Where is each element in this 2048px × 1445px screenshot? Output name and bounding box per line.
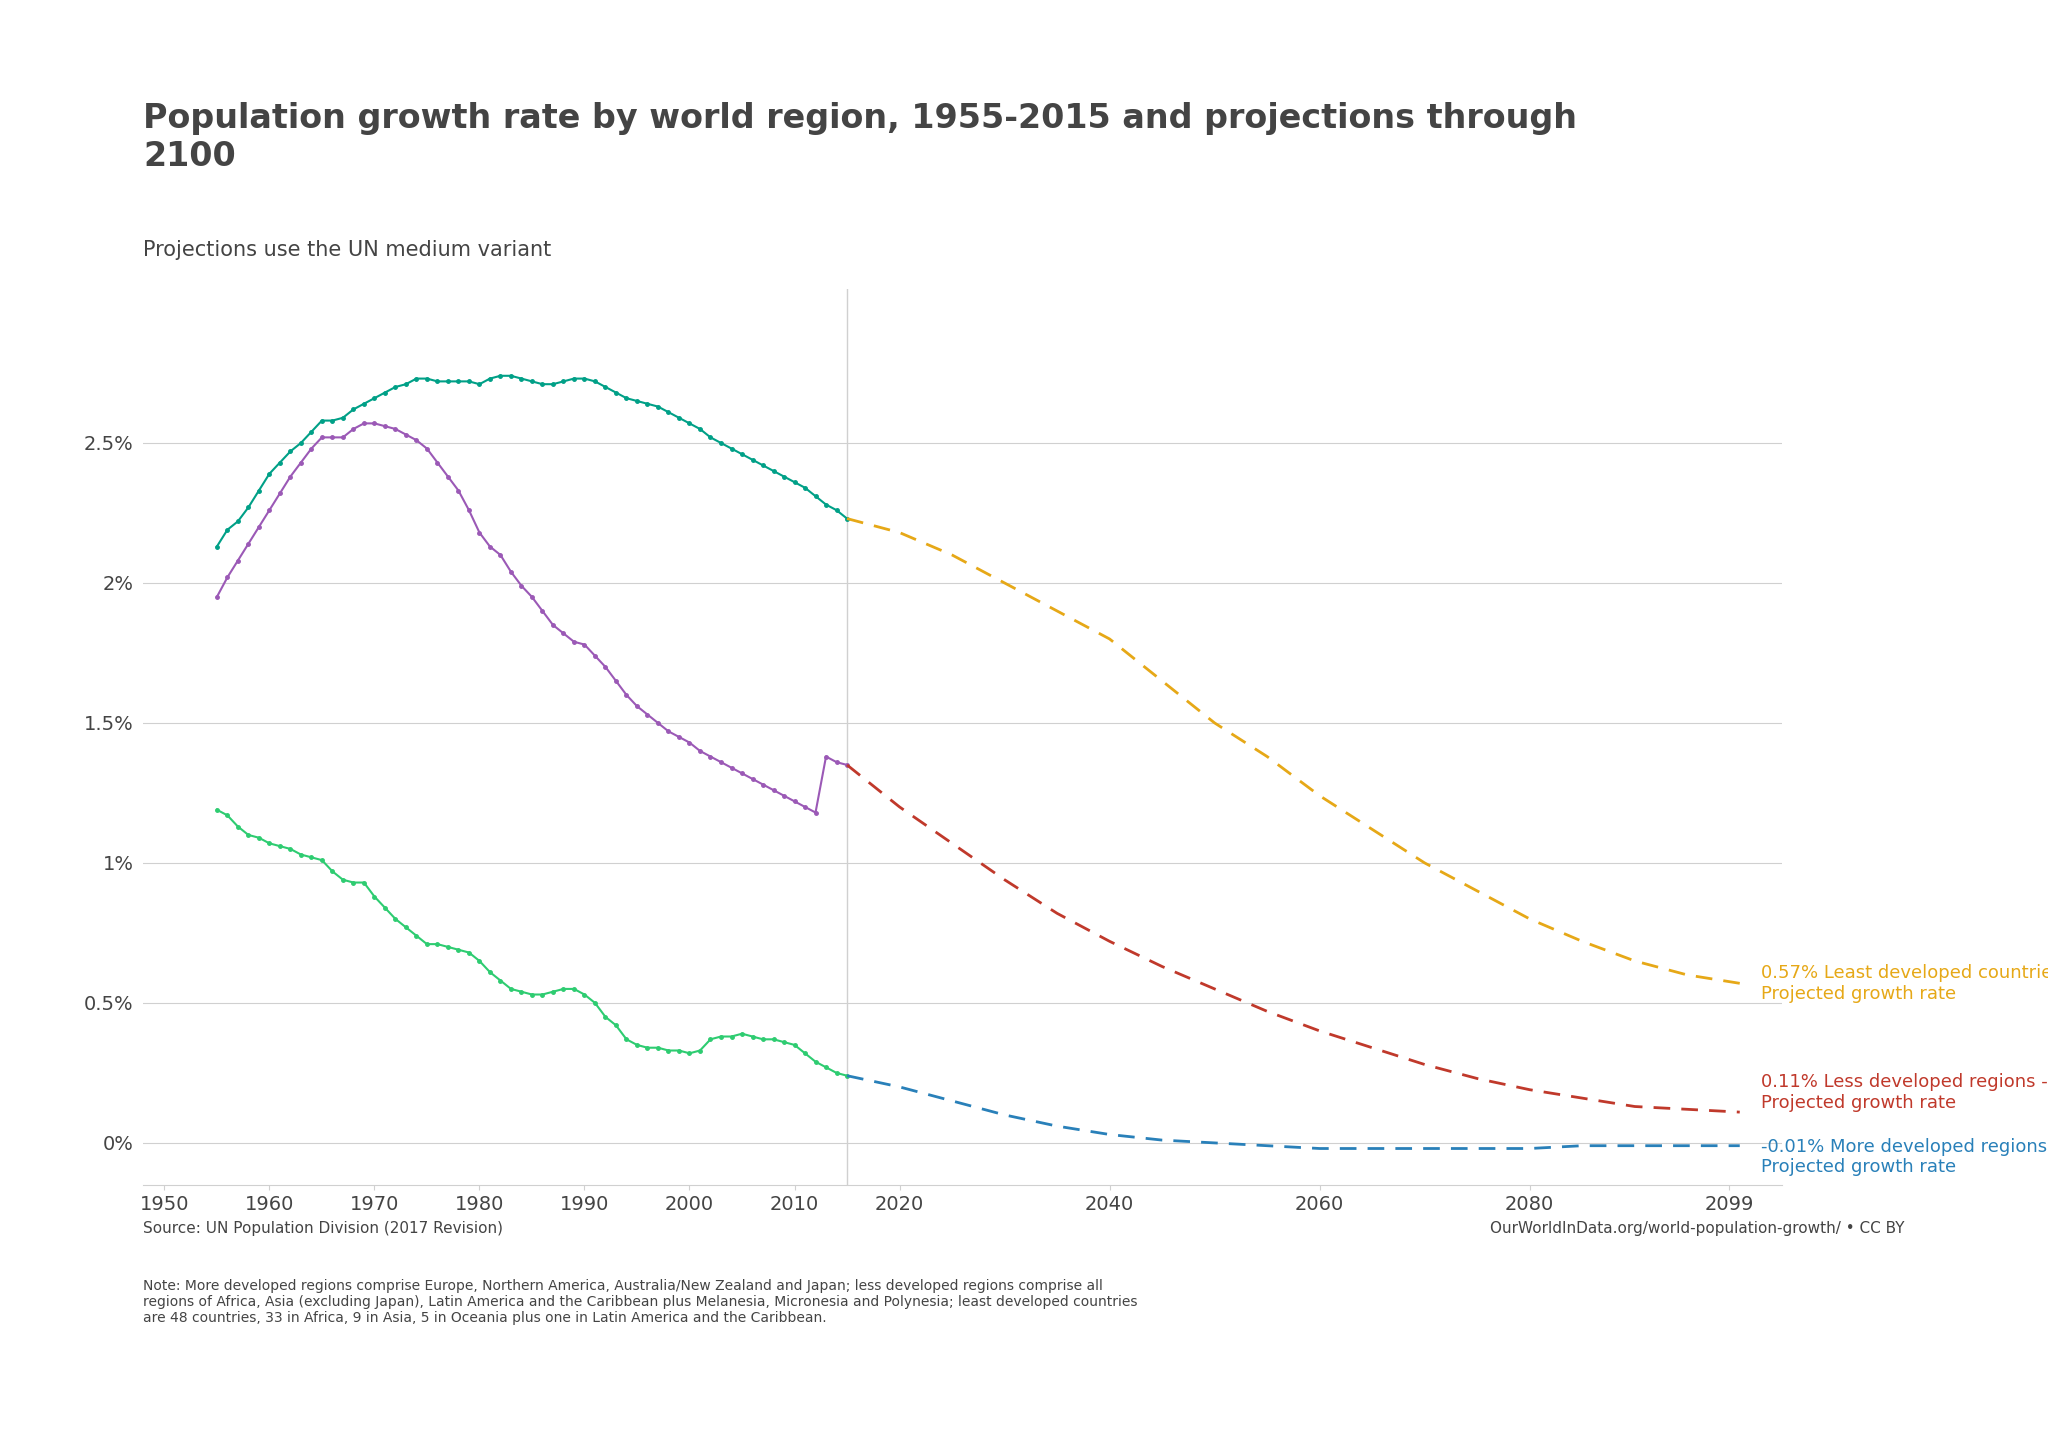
Text: Note: More developed regions comprise Europe, Northern America, Australia/New Ze: Note: More developed regions comprise Eu…: [143, 1279, 1139, 1325]
Text: Source: UN Population Division (2017 Revision): Source: UN Population Division (2017 Rev…: [143, 1221, 504, 1235]
Text: 0.11% Less developed regions -
Projected growth rate: 0.11% Less developed regions - Projected…: [1761, 1074, 2048, 1111]
Text: Population growth rate by world region, 1955-2015 and projections through
2100: Population growth rate by world region, …: [143, 103, 1577, 173]
Text: -0.01% More developed regions -
Projected growth rate: -0.01% More developed regions - Projecte…: [1761, 1137, 2048, 1176]
Text: Projections use the UN medium variant: Projections use the UN medium variant: [143, 240, 551, 260]
Text: 0.57% Least developed countries -
Projected growth rate: 0.57% Least developed countries - Projec…: [1761, 964, 2048, 1003]
Text: Our World: Our World: [1837, 104, 1931, 121]
Text: in Data: in Data: [1851, 146, 1917, 165]
Text: OurWorldInData.org/world-population-growth/ • CC BY: OurWorldInData.org/world-population-grow…: [1491, 1221, 1905, 1235]
